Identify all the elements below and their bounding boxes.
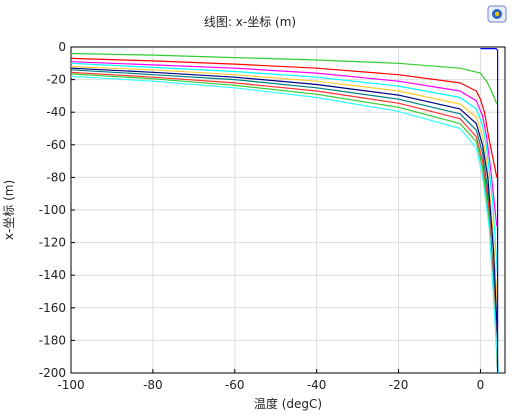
x-tick-label: -20 (389, 378, 409, 392)
y-tick-label: -180 (39, 333, 66, 347)
y-tick-label: -140 (39, 268, 66, 282)
y-tick-label: -20 (46, 73, 66, 87)
y-tick-label: -60 (46, 138, 66, 152)
series-line-2 (70, 57, 498, 178)
y-tick-label: -80 (46, 170, 66, 184)
series-line-7 (70, 69, 499, 374)
series-line-10 (70, 75, 499, 374)
y-tick-label: -100 (39, 203, 66, 217)
series-line-3 (70, 61, 498, 227)
x-axis-label: 温度 (degC) (254, 396, 322, 411)
y-tick-label: -160 (39, 301, 66, 315)
series-line-6 (70, 67, 499, 341)
y-tick-label: -200 (39, 366, 66, 380)
y-tick-label: 0 (58, 40, 66, 54)
x-tick-label: -40 (307, 378, 327, 392)
series-line-8 (70, 71, 499, 374)
x-tick-label: -100 (57, 378, 84, 392)
series-line-1 (70, 52, 498, 105)
chart-title: 线图: x-坐标 (m) (203, 15, 297, 29)
x-tick-label: -80 (143, 378, 163, 392)
y-axis-label: x-坐标 (m) (2, 180, 16, 240)
y-tick-label: -120 (39, 236, 66, 250)
x-tick-label: 0 (477, 378, 485, 392)
x-tick-label: -60 (225, 378, 245, 392)
series-line-4 (70, 62, 499, 276)
comsol-logo-icon[interactable] (487, 5, 507, 23)
series-line-9 (70, 73, 499, 374)
series-line-11 (480, 48, 499, 373)
y-tick-label: -40 (46, 105, 66, 119)
